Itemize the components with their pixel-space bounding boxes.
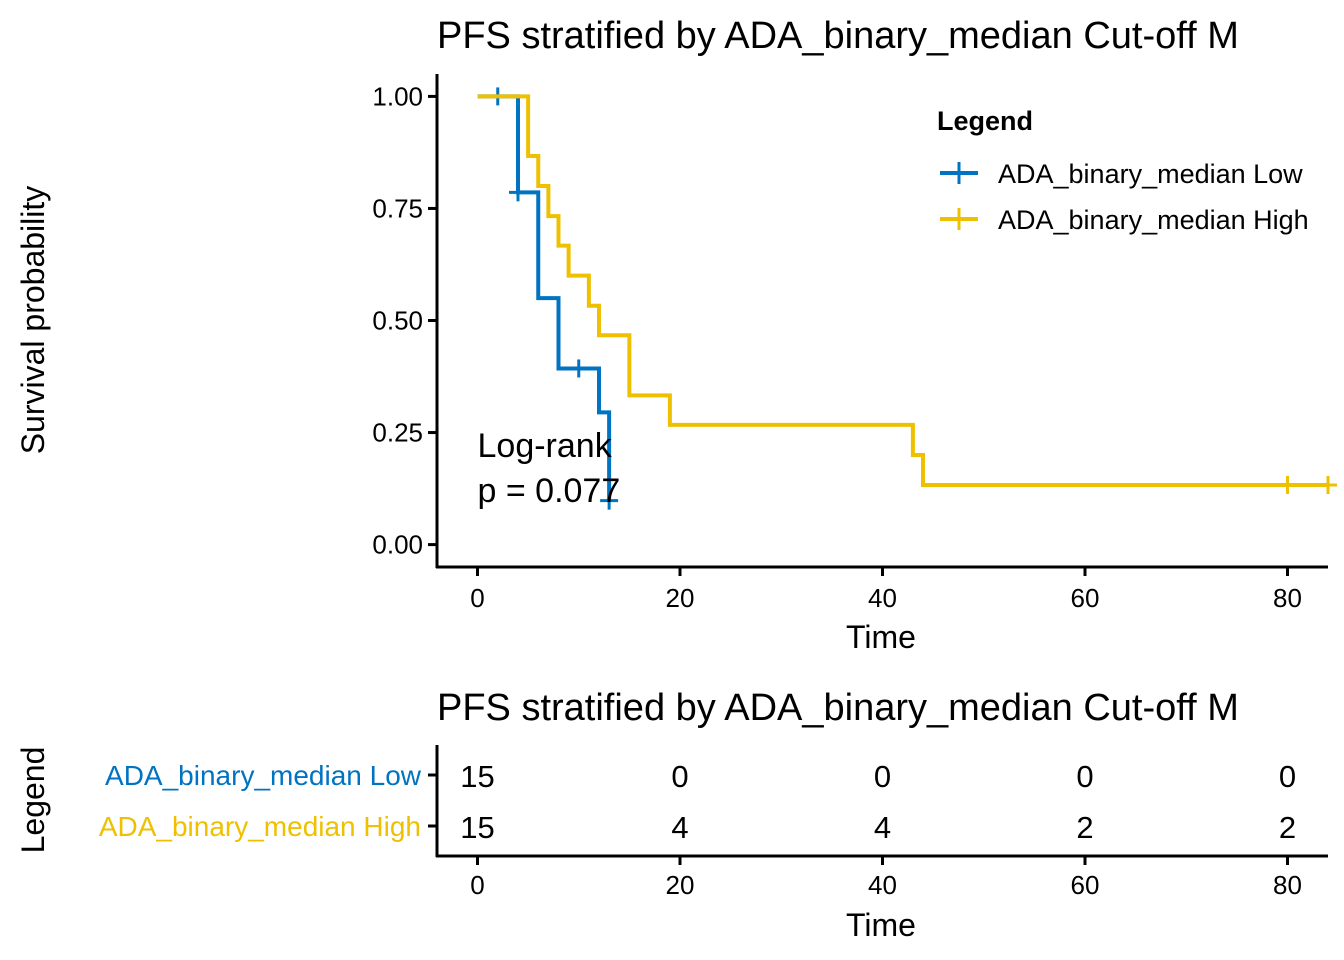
km-x-tick-label: 20 bbox=[666, 583, 695, 613]
logrank-label: Log-rank bbox=[478, 427, 613, 465]
risk-count: 4 bbox=[874, 810, 891, 845]
km-y-tick-label: 0.25 bbox=[372, 418, 423, 448]
km-x-axis-label: Time bbox=[846, 619, 916, 655]
risk-x-tick-label: 80 bbox=[1273, 870, 1302, 900]
risk-x-tick-label: 60 bbox=[1071, 870, 1100, 900]
km-y-tick-label: 0.00 bbox=[372, 530, 423, 560]
km-y-axis-label: Survival probability bbox=[15, 186, 51, 455]
km-x-tick-label: 60 bbox=[1071, 583, 1100, 613]
km-ticks: 0.00 0.25 0.50 0.75 1.00 0 20 40 60 80 bbox=[372, 81, 1302, 613]
km-x-tick-label: 40 bbox=[868, 583, 897, 613]
legend-entry-low: ADA_binary_median Low bbox=[998, 159, 1303, 189]
km-y-tick-label: 0.50 bbox=[372, 306, 423, 336]
risk-x-tick-label: 20 bbox=[666, 870, 695, 900]
risk-x-tick-label: 0 bbox=[470, 870, 484, 900]
risk-count: 15 bbox=[460, 810, 494, 845]
risk-count: 0 bbox=[874, 759, 891, 794]
risk-table-cells: ADA_binary_median Low 15 0 0 0 0 ADA_binary_me… bbox=[99, 759, 1296, 845]
risk-table-y-label: Legend bbox=[15, 747, 51, 854]
legend-entry-high: ADA_binary_median High bbox=[998, 205, 1309, 235]
risk-table-title: PFS stratified by ADA_binary_median Cut-… bbox=[437, 687, 1239, 729]
risk-count: 15 bbox=[460, 759, 494, 794]
survival-curve-high bbox=[477, 94, 1328, 487]
risk-count: 0 bbox=[671, 759, 688, 794]
km-x-tick-label: 0 bbox=[470, 583, 484, 613]
risk-x-tick-label: 40 bbox=[868, 870, 897, 900]
km-curves bbox=[477, 87, 1337, 510]
km-legend: Legend ADA_binary_median Low ADA_binary_… bbox=[937, 106, 1309, 235]
risk-count: 4 bbox=[671, 810, 688, 845]
risk-count: 2 bbox=[1279, 810, 1296, 845]
legend-title: Legend bbox=[937, 106, 1033, 136]
km-y-tick-label: 0.75 bbox=[372, 193, 423, 223]
km-x-tick-label: 80 bbox=[1273, 583, 1302, 613]
km-title: PFS stratified by ADA_binary_median Cut-… bbox=[437, 15, 1239, 57]
risk-row-label-high: ADA_binary_median High bbox=[99, 811, 421, 842]
survival-curve-low bbox=[477, 94, 612, 501]
pvalue-label: p = 0.077 bbox=[478, 472, 621, 510]
risk-row-label-low: ADA_binary_median Low bbox=[105, 760, 422, 791]
risk-count: 0 bbox=[1279, 759, 1296, 794]
risk-table-x-label: Time bbox=[846, 907, 916, 943]
risk-count: 0 bbox=[1076, 759, 1093, 794]
km-y-tick-label: 1.00 bbox=[372, 81, 423, 111]
risk-count: 2 bbox=[1076, 810, 1093, 845]
risk-table-ticks: 0 20 40 60 80 bbox=[428, 773, 1302, 900]
